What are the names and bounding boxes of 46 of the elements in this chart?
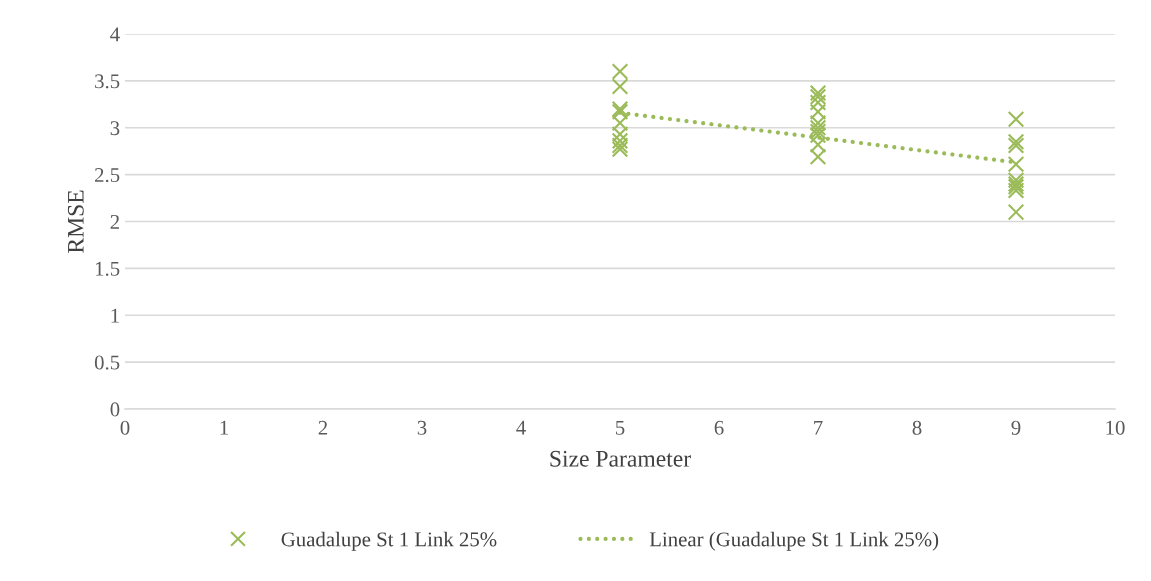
x-tick-label: 10 [1106,420,1125,435]
legend-label: Linear (Guadalupe St 1 Link 25%) [649,531,939,551]
point [611,132,629,150]
x-tick-label: 5 [616,420,625,435]
point [809,84,827,102]
y-tick-label: 1.5 [95,261,120,276]
x-axis-title: Size Parameter [550,450,691,467]
point [1007,171,1025,189]
x-tick-label: 4 [516,420,526,435]
point [611,137,629,154]
point [809,103,827,121]
point [809,148,827,166]
point [809,136,827,153]
point [1007,203,1025,221]
point [611,63,629,80]
y-tick-label: 2.5 [95,168,120,183]
point [1007,137,1025,154]
point [809,94,827,111]
x-tick-label: 0 [120,420,130,435]
point [611,140,629,158]
point [1007,133,1025,151]
y-tick-label: 0 [110,402,120,417]
y-tick-label: 0.5 [94,355,120,370]
x-tick-label: 3 [417,420,427,435]
point [1007,110,1025,128]
y-tick-label: 1 [111,308,119,323]
point [1007,182,1025,199]
point [611,125,629,143]
point [611,114,629,132]
point [611,78,629,95]
x-tick-label: 2 [318,420,328,435]
y-tick-label: 3 [110,121,120,136]
legend-label: Guadalupe St 1 Link 25% [281,531,497,551]
y-tick-label: 4 [110,27,120,42]
point [809,123,827,140]
x-tick-label: 9 [1011,420,1021,435]
y-tick-label: 3.5 [95,74,120,89]
x-tick-label: 8 [912,420,922,435]
point [809,114,827,132]
y-tick-label: 2 [110,214,119,229]
x-tick-label: 7 [814,420,823,435]
point [809,88,827,106]
y-axis-title: RMSE [67,190,84,253]
x-tick-label: 1 [220,420,228,435]
x-tick-label: 6 [714,420,724,435]
point [1007,155,1025,173]
